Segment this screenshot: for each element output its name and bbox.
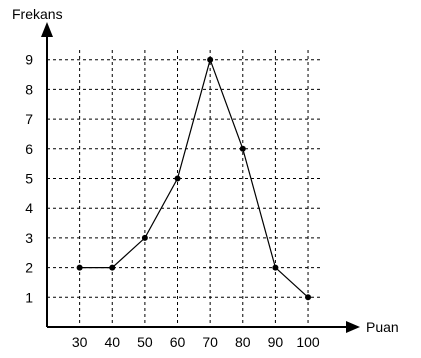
data-point [272, 264, 279, 271]
y-tick-label: 5 [25, 171, 33, 187]
data-point [174, 175, 181, 182]
y-tick-label: 4 [25, 200, 33, 216]
y-tick-label: 1 [25, 289, 33, 305]
y-tick-label: 3 [25, 230, 33, 246]
series [79, 57, 309, 298]
y-tick-label: 9 [25, 52, 33, 68]
data-point [305, 294, 312, 301]
tick-labels: 30 40 50 60 70 80 90 100 1 2 3 4 5 6 7 8 9 [25, 52, 320, 350]
x-axis-arrow-icon [346, 321, 360, 333]
x-tick-label: 60 [170, 334, 186, 350]
data-point [141, 234, 148, 241]
x-tick-label: 40 [104, 334, 120, 350]
y-axis-label: Frekans [12, 6, 63, 22]
x-tick-label: 80 [235, 334, 251, 350]
y-tick-label: 8 [25, 81, 33, 97]
data-point [76, 264, 83, 271]
axes: Puan Frekans [12, 6, 399, 335]
data-point [109, 264, 116, 271]
y-axis-arrow-icon [41, 22, 53, 37]
x-axis-label: Puan [366, 319, 399, 335]
x-tick-label: 50 [137, 334, 153, 350]
y-tick-label: 2 [25, 260, 33, 276]
grid [47, 50, 320, 327]
y-tick-label: 7 [25, 111, 33, 127]
data-point [207, 56, 214, 63]
series-line [79, 57, 309, 298]
y-tick-label: 6 [25, 141, 33, 157]
data-points [76, 56, 312, 301]
x-tick-label: 70 [202, 334, 218, 350]
x-tick-label: 100 [296, 334, 320, 350]
data-point [239, 145, 246, 152]
x-tick-label: 30 [72, 334, 88, 350]
x-tick-label: 90 [268, 334, 284, 350]
